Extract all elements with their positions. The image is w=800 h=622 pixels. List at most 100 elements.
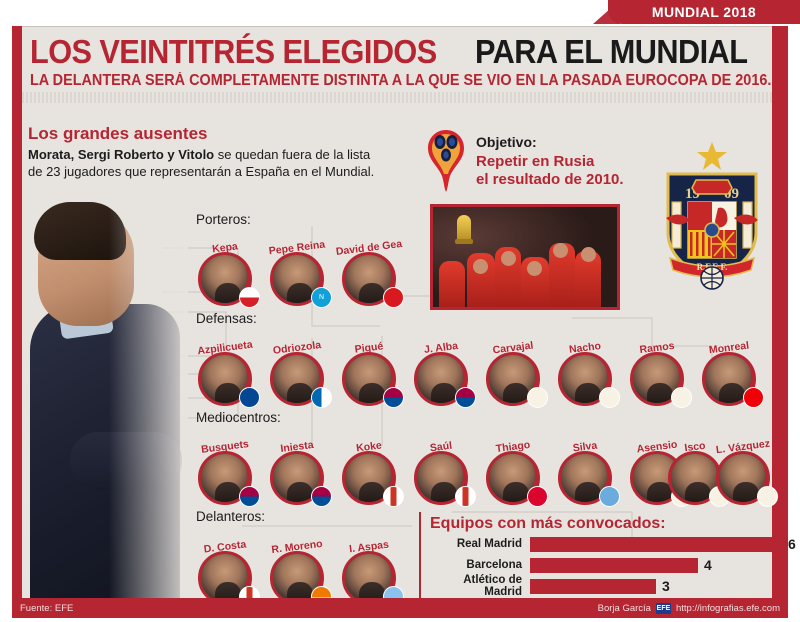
player-card[interactable]: D. Costa (198, 538, 260, 607)
hatch-divider (22, 92, 772, 103)
player-card[interactable]: Pepe Reina N (268, 239, 332, 308)
photo-head (581, 247, 596, 262)
club-badge-icon (671, 387, 692, 408)
celebration-photo-2010 (430, 204, 620, 310)
club-badge-icon (527, 486, 548, 507)
player-card[interactable]: R. Moreno (270, 538, 332, 607)
player-card[interactable]: J. Alba (414, 340, 476, 408)
player-card[interactable]: Kepa (198, 240, 260, 308)
section-label-defensas: Defensas: (196, 311, 257, 326)
photo-trophy-base (455, 239, 473, 244)
club-badge-icon (383, 387, 404, 408)
bar-fill (530, 578, 656, 594)
player-card[interactable]: L. Vázquez (715, 438, 778, 507)
player-swoosh (375, 362, 394, 392)
player-swoosh (591, 362, 610, 392)
bar-label: Barcelona (466, 559, 522, 571)
player-swoosh (591, 461, 610, 491)
player-swoosh (303, 461, 322, 491)
photo-head (473, 259, 488, 274)
player-card[interactable]: Odriozola (270, 339, 332, 408)
chart-title: Equipos con más convocados: (430, 515, 666, 532)
player-card[interactable]: I. Aspas (342, 539, 404, 607)
player-swoosh (749, 461, 768, 491)
coach-photo-lopetegui (12, 186, 188, 610)
player-swoosh (519, 362, 538, 392)
club-badge-icon: N (311, 287, 332, 308)
club-badge-icon (311, 387, 332, 408)
footer-bar: Fuente: EFE Borja García EFE http://info… (12, 598, 788, 618)
objective-label: Objetivo: (476, 134, 537, 150)
player-swoosh (375, 262, 394, 292)
footer-author: Borja García (597, 602, 651, 614)
coach-photo-fade (12, 186, 188, 610)
player-swoosh (735, 362, 754, 392)
absent-names: Morata, Sergi Roberto y Vitolo (28, 147, 215, 162)
player-card[interactable]: Busquets (198, 438, 260, 507)
absent-rest: se quedan fuera de la lista de 23 jugado… (28, 147, 375, 179)
club-badge-icon (383, 486, 404, 507)
club-badge-icon (757, 486, 778, 507)
player-card[interactable]: Carvajal (486, 340, 548, 408)
club-badge-icon (599, 486, 620, 507)
player-card[interactable]: Silva (558, 440, 620, 507)
section-label-mediocentros: Mediocentros: (196, 410, 281, 425)
headline-red: LOS VEINTITRÉS ELEGIDOS (30, 33, 437, 70)
bar-row: Barcelona 4 (424, 557, 712, 573)
player-card[interactable]: Azpilicueta (197, 339, 260, 408)
player-card[interactable]: Ramos (630, 340, 692, 408)
player-card[interactable]: David de Gea (335, 238, 404, 308)
bar-value: 6 (788, 536, 796, 552)
bar-row: Atlético de Madrid 3 (424, 574, 670, 598)
club-badge-icon (239, 387, 260, 408)
club-badge-icon (311, 486, 332, 507)
player-swoosh (447, 461, 466, 491)
club-badge-icon (455, 486, 476, 507)
bar-label: Real Madrid (456, 538, 522, 550)
club-badge-icon (599, 387, 620, 408)
world-cup-trophy-icon (428, 130, 464, 192)
photo-head (527, 261, 542, 276)
player-card[interactable]: Saúl (414, 440, 476, 507)
player-card[interactable]: Monreal (702, 340, 764, 408)
teams-bar-chart: Real Madrid 6 Barcelona 4 Atlético de Ma… (424, 536, 796, 598)
footer-source: Fuente: EFE (20, 602, 74, 614)
efe-logo-icon: EFE (655, 602, 671, 614)
mundial-banner: MUNDIAL 2018 (608, 0, 800, 24)
player-card[interactable]: Isco (668, 440, 730, 507)
club-badge-icon (239, 287, 260, 308)
player-card[interactable]: Koke (342, 439, 404, 507)
player-swoosh (375, 461, 394, 491)
player-swoosh (447, 362, 466, 392)
club-badge-icon (383, 287, 404, 308)
player-swoosh (519, 461, 538, 491)
player-card[interactable]: Piqué (342, 340, 404, 408)
absent-title: Los grandes ausentes (28, 124, 208, 143)
club-badge-icon (239, 486, 260, 507)
objective-line-1: Repetir en Rusia (476, 153, 595, 170)
footer-credits: Borja García EFE http://infografias.efe.… (597, 602, 780, 614)
bar-fill (530, 536, 782, 552)
photo-trophy (457, 215, 471, 241)
player-swoosh (303, 561, 322, 591)
photo-player (439, 261, 465, 307)
bar-row: Real Madrid 6 (424, 536, 796, 552)
chart-divider (419, 512, 421, 600)
player-swoosh (231, 461, 250, 491)
bar-value: 4 (704, 557, 712, 573)
player-card[interactable]: Iniesta (270, 439, 332, 507)
bar-value: 3 (662, 578, 670, 594)
player-card[interactable]: Thiago (486, 439, 548, 507)
player-card[interactable]: Nacho (558, 340, 620, 408)
bar-fill (530, 557, 698, 573)
section-label-delanteros: Delanteros: (196, 509, 266, 524)
rfef-crest-icon: 19 09 R.F.E.F. (666, 142, 758, 290)
footer-url[interactable]: http://infografias.efe.com (675, 602, 780, 614)
player-swoosh (303, 362, 322, 392)
bar-label: Atlético de Madrid (463, 574, 522, 598)
objective-line-2: el resultado de 2010. (476, 171, 624, 188)
photo-head (501, 251, 516, 266)
absent-text: Morata, Sergi Roberto y Vitolo se quedan… (28, 146, 378, 180)
club-badge-icon (527, 387, 548, 408)
